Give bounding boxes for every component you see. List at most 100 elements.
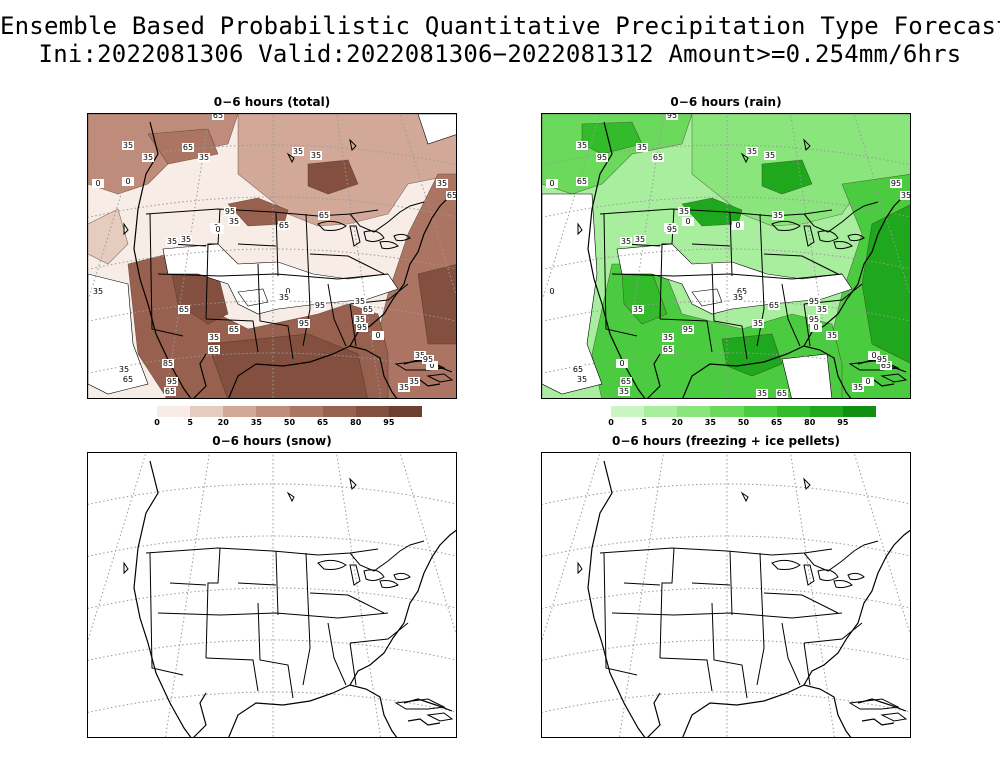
- colorbar-rain-tick-label: 35: [704, 418, 716, 427]
- state-border: [803, 622, 863, 644]
- contour-label: 0: [871, 351, 876, 360]
- contour-label-bg: [772, 211, 784, 220]
- coastline: [228, 345, 398, 398]
- state-border: [659, 657, 713, 692]
- great-lake: [317, 559, 347, 570]
- island: [394, 698, 446, 710]
- contour-label: 65: [123, 375, 133, 384]
- coastline: [407, 718, 441, 726]
- latitude-line: [88, 483, 456, 505]
- colorbar-rain-tick-label: 50: [737, 418, 750, 427]
- state-border: [149, 213, 184, 337]
- colorbar-total-tick-label: 0: [154, 418, 160, 427]
- contour-label-bg: [678, 207, 690, 216]
- coastline: [193, 353, 207, 398]
- great-lake: [363, 569, 385, 582]
- contour-label: 35: [577, 141, 587, 150]
- island: [848, 698, 900, 710]
- contour-label-bg: [826, 331, 838, 340]
- state-border: [756, 213, 765, 347]
- state-border: [711, 602, 748, 699]
- contour-label-bg: [180, 235, 192, 244]
- contour-label-bg: [576, 375, 588, 384]
- contour-label-bg: [354, 297, 366, 306]
- longitude-line: [336, 453, 382, 737]
- colorbar-rain-labels: 0 5 20 35 50 65 80 95: [608, 418, 876, 430]
- contour-label-bg: [662, 333, 674, 342]
- contour-label-bg: [620, 237, 632, 246]
- contour-label: 35: [635, 235, 645, 244]
- contour-label: 95: [357, 323, 367, 332]
- contour-label-bg: [756, 389, 768, 398]
- colorbar-rain-swatch: [809, 406, 843, 417]
- state-border: [145, 208, 379, 217]
- contour-label: 85: [163, 359, 173, 368]
- contour-label: 35: [355, 315, 365, 324]
- contour-label-bg: [572, 365, 584, 374]
- great-lake: [349, 564, 361, 586]
- island: [577, 222, 583, 236]
- latitude-line: [542, 483, 910, 505]
- probability-contour-fill: [88, 208, 129, 265]
- colorbar-total-swatch: [289, 406, 323, 417]
- state-border: [327, 622, 347, 686]
- contour-label-bg: [408, 377, 420, 386]
- state-border: [659, 547, 675, 659]
- contour-label-bg: [746, 147, 758, 156]
- latitude-line: [88, 535, 456, 557]
- contour-label: 65: [183, 143, 193, 152]
- figure-title-line2: Ini:2022081306 Valid:2022081306−20220813…: [38, 40, 962, 68]
- contour-label-bg: [228, 217, 240, 226]
- coastline: [133, 460, 192, 737]
- zero-probability-region: [691, 288, 723, 307]
- state-border: [729, 211, 733, 277]
- contour-label-bg: [354, 315, 366, 324]
- contour-label-bg: [890, 179, 902, 188]
- coastline: [861, 718, 895, 726]
- contour-label: 35: [663, 333, 673, 342]
- longitude-line: [336, 114, 382, 398]
- latitude-line: [542, 144, 910, 166]
- contour-label: 35: [901, 191, 911, 200]
- longitude-line: [542, 453, 601, 642]
- state-border: [763, 253, 839, 275]
- great-lake: [803, 564, 815, 586]
- colorbar-total-swatch: [355, 406, 389, 417]
- contour-label-bg: [278, 221, 290, 230]
- contour-label-bg: [118, 365, 130, 374]
- state-border: [803, 303, 811, 347]
- contour-label-bg: [576, 177, 588, 186]
- contour-label: 35: [817, 305, 827, 314]
- contour-label: 95: [299, 319, 309, 328]
- contour-label-bg: [224, 207, 236, 216]
- colorbar-rain-tick-label: 80: [804, 418, 816, 427]
- contour-label-bg: [122, 177, 134, 186]
- state-border: [803, 642, 811, 686]
- contour-label-bg: [122, 141, 134, 150]
- contour-label: 0: [549, 179, 554, 188]
- map-canvas: [542, 453, 910, 737]
- contour-label: 65: [777, 389, 787, 398]
- great-lake: [847, 233, 865, 242]
- contour-label-bg: [310, 151, 322, 160]
- colorbar-rain-swatch: [743, 406, 777, 417]
- contour-label-bg: [662, 345, 674, 354]
- contour-label-bg: [142, 153, 154, 162]
- zero-probability-region: [781, 353, 833, 398]
- contour-label-bg: [862, 377, 874, 386]
- colorbar-rain-swatch: [677, 406, 711, 417]
- great-lake: [379, 580, 399, 589]
- state-border: [145, 547, 379, 556]
- contour-label-bg: [92, 287, 104, 296]
- contour-label-bg: [852, 383, 864, 392]
- island: [426, 373, 454, 383]
- colorbar-total-swatch: [322, 406, 356, 417]
- state-border: [611, 612, 843, 619]
- state-border: [257, 602, 294, 699]
- contour-label: 65: [279, 221, 289, 230]
- contour-label-bg: [620, 377, 632, 386]
- colorbar-total-tick-label: 20: [217, 418, 229, 427]
- contour-label: 65: [573, 365, 583, 374]
- longitude-line: [88, 453, 147, 642]
- contour-label: 35: [119, 365, 129, 374]
